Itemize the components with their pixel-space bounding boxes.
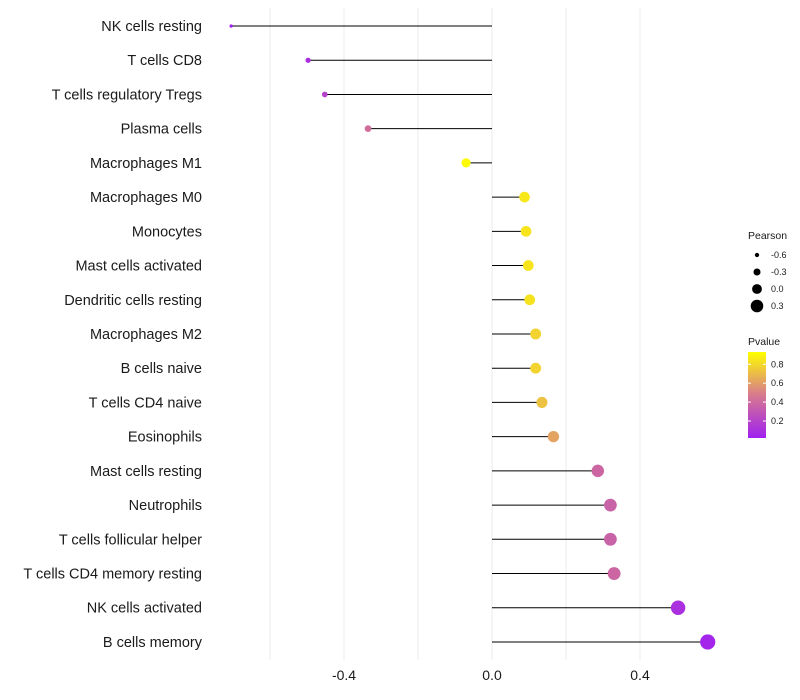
data-point <box>522 260 534 271</box>
data-point <box>607 567 621 580</box>
color-legend-bar <box>748 352 766 438</box>
category-label: Eosinophils <box>128 430 202 446</box>
data-point <box>670 600 686 615</box>
data-point <box>461 158 471 168</box>
category-label: B cells naive <box>121 361 202 377</box>
category-label: NK cells resting <box>101 19 202 35</box>
category-label: Mast cells resting <box>90 464 202 480</box>
data-point <box>364 125 372 133</box>
size-legend-key <box>750 299 764 313</box>
category-label: NK cells activated <box>87 601 202 617</box>
category-label: Plasma cells <box>121 122 202 138</box>
x-tick-label: -0.4 <box>332 667 356 683</box>
stems <box>231 25 708 643</box>
category-label: T cells follicular helper <box>59 532 202 548</box>
category-label: T cells CD8 <box>127 53 202 69</box>
data-point <box>520 225 532 237</box>
category-label: T cells regulatory Tregs <box>52 87 202 103</box>
category-label: Macrophages M0 <box>90 190 202 206</box>
category-label: Mast cells activated <box>75 259 202 275</box>
data-point <box>305 57 311 63</box>
size-legend: Pearson -0.6 -0.3 0.0 0.3 <box>748 230 787 313</box>
category-label: Neutrophils <box>129 498 202 514</box>
category-label: T cells CD4 memory resting <box>23 567 202 583</box>
size-legend-key <box>752 284 762 294</box>
data-point <box>547 430 560 443</box>
data-point <box>530 328 542 340</box>
data-point <box>591 464 605 478</box>
color-legend: Pvalue 0.2 0.4 0.6 0.8 <box>748 336 784 438</box>
data-point <box>530 362 542 374</box>
data-point <box>519 191 530 203</box>
category-label: Dendritic cells resting <box>64 293 202 309</box>
color-legend-label: 0.2 <box>771 416 784 426</box>
data-point <box>321 91 328 98</box>
data-point <box>700 634 716 650</box>
size-legend-title: Pearson <box>748 230 787 242</box>
size-legend-label: -0.3 <box>771 267 787 277</box>
color-legend-label: 0.8 <box>771 359 784 369</box>
grid-lines <box>269 8 641 660</box>
data-point <box>524 294 536 306</box>
x-tick-label: 0.4 <box>630 667 650 683</box>
category-label: Monocytes <box>132 224 202 240</box>
data-point <box>229 24 233 28</box>
points <box>229 24 716 650</box>
size-legend-label: 0.3 <box>771 301 784 311</box>
category-labels: NK cells resting T cells CD8 T cells regul… <box>23 19 202 651</box>
x-tick-label: 0.0 <box>482 667 502 683</box>
category-label: T cells CD4 naive <box>89 395 202 411</box>
data-point <box>604 498 617 512</box>
data-point <box>604 532 617 546</box>
size-legend-label: 0.0 <box>771 284 784 294</box>
size-legend-key <box>753 268 761 276</box>
size-legend-label: -0.6 <box>771 250 787 260</box>
color-legend-title: Pvalue <box>748 336 780 348</box>
color-legend-label: 0.6 <box>771 378 784 388</box>
data-point <box>536 396 548 408</box>
category-label: B cells memory <box>103 635 203 651</box>
x-axis: -0.4 0.0 0.4 <box>332 667 650 683</box>
color-legend-label: 0.4 <box>771 397 784 407</box>
size-legend-key <box>754 252 760 258</box>
category-label: Macrophages M1 <box>90 156 202 172</box>
category-label: Macrophages M2 <box>90 327 202 343</box>
